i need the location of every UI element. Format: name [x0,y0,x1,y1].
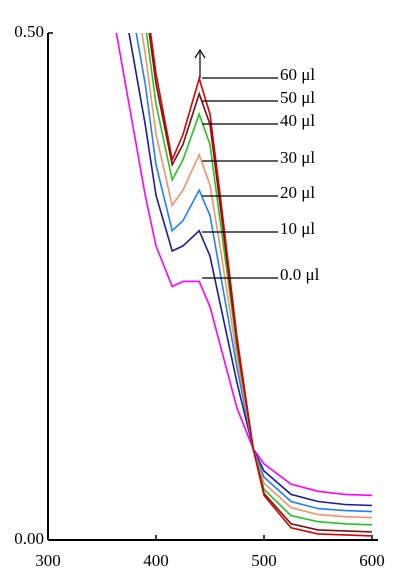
series-line [148,33,373,533]
series-line [135,33,373,513]
series-line [145,33,373,526]
series-label: 10 μl [280,219,315,238]
y-tick-label: 0.00 [14,529,44,548]
series-label: 30 μl [280,148,315,167]
y-tick-label: 0.50 [14,22,44,41]
series-label: 0.0 μl [280,265,320,284]
series-line [115,33,373,497]
x-tick-label: 600 [359,551,385,570]
plot-area [115,33,373,537]
series-label: 60 μl [280,65,315,84]
series-line [149,33,373,537]
series-line [128,33,373,507]
x-tick-label: 300 [35,551,61,570]
x-tick-label: 500 [251,551,277,570]
series-line [141,33,373,519]
x-tick-label: 400 [143,551,169,570]
series-label: 20 μl [280,183,315,202]
series-label: 50 μl [280,88,315,107]
series-label: 40 μl [280,111,315,130]
arrow [194,48,206,78]
